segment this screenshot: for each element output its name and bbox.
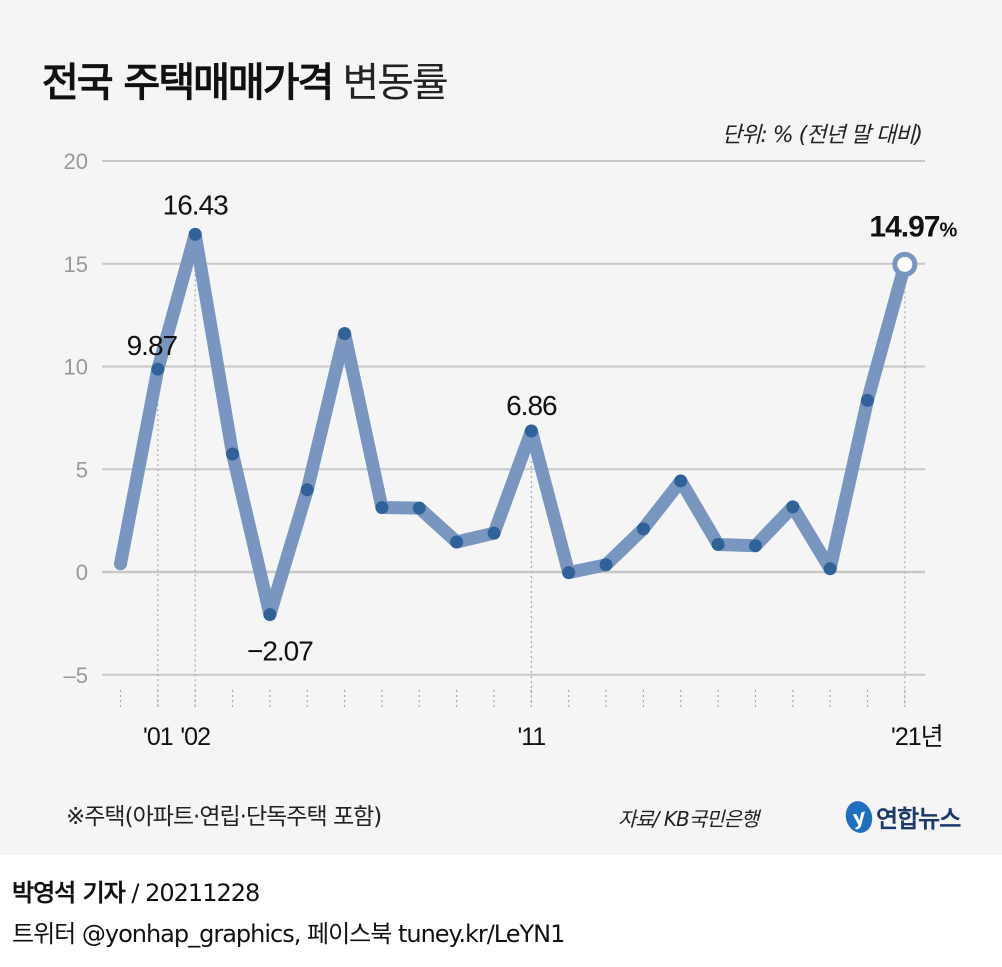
data-point — [562, 566, 576, 580]
data-point — [300, 483, 314, 497]
footnote: ※주택(아파트·연립·단독주택 포함) — [66, 804, 382, 830]
yonhap-logo-text: 연합뉴스 — [876, 805, 961, 833]
data-point — [226, 447, 240, 461]
data-point — [599, 558, 613, 572]
yonhap-logo: y 연합뉴스 — [842, 797, 961, 836]
data-label: −2.07 — [247, 636, 313, 667]
x-tick-label: '01 — [143, 723, 173, 751]
publish-date: 20211228 — [145, 879, 260, 907]
data-label: 16.43 — [163, 189, 228, 220]
data-point — [338, 327, 352, 341]
data-point — [151, 362, 165, 376]
social-links: 트위터 @yonhap_graphics, 페이스북 tuney.kr/LeYN… — [12, 920, 565, 948]
credit-separator: / — [124, 879, 146, 907]
data-point — [786, 500, 800, 514]
credit-line: 박영석 기자 / 20211228 — [12, 873, 260, 908]
data-point — [263, 608, 277, 622]
y-tick-label: 20 — [64, 149, 88, 174]
chart-title: 전국 주택매매가격 변동률 — [42, 50, 449, 108]
title-bold: 전국 주택매매가격 — [42, 60, 334, 106]
y-tick-label: 15 — [64, 252, 88, 277]
data-point — [188, 227, 202, 241]
data-point — [375, 500, 389, 514]
unit-label: 단위: % (전년 말 대비) — [721, 123, 923, 148]
data-point — [450, 535, 464, 549]
x-tick-label: '21년 — [891, 723, 943, 751]
y-tick-label: 10 — [64, 355, 88, 380]
data-point — [674, 474, 688, 488]
latest-point-marker — [892, 251, 918, 277]
y-tick-label: 5 — [76, 457, 88, 482]
title-light: 변동률 — [342, 60, 448, 106]
data-point — [711, 537, 725, 551]
chart-panel — [0, 0, 1002, 855]
reporter-name: 박영석 기자 — [12, 879, 126, 907]
data-point — [487, 526, 501, 540]
data-point — [412, 501, 426, 515]
data-label: 6.86 — [506, 390, 557, 421]
yonhap-logo-icon: y — [842, 797, 876, 836]
y-tick-label: –5 — [64, 663, 88, 688]
x-tick-label: '11 — [517, 723, 545, 751]
y-tick-label: 0 — [76, 560, 88, 585]
data-point — [861, 393, 874, 407]
x-tick-label: '02 — [180, 723, 210, 751]
data-line — [114, 227, 912, 621]
data-label: 14.97% — [869, 210, 957, 243]
data-point — [748, 539, 762, 553]
data-point — [823, 562, 837, 576]
data-point — [636, 522, 650, 536]
data-label: 9.87 — [127, 330, 178, 361]
data-point — [524, 424, 538, 438]
source-label: 자료/ KB국민은행 — [618, 807, 759, 831]
line-chart: 20 15 10 5 0 –5 '01'02 '11 '21년 9.87 16.43 −2.07 6.8… — [64, 149, 959, 751]
